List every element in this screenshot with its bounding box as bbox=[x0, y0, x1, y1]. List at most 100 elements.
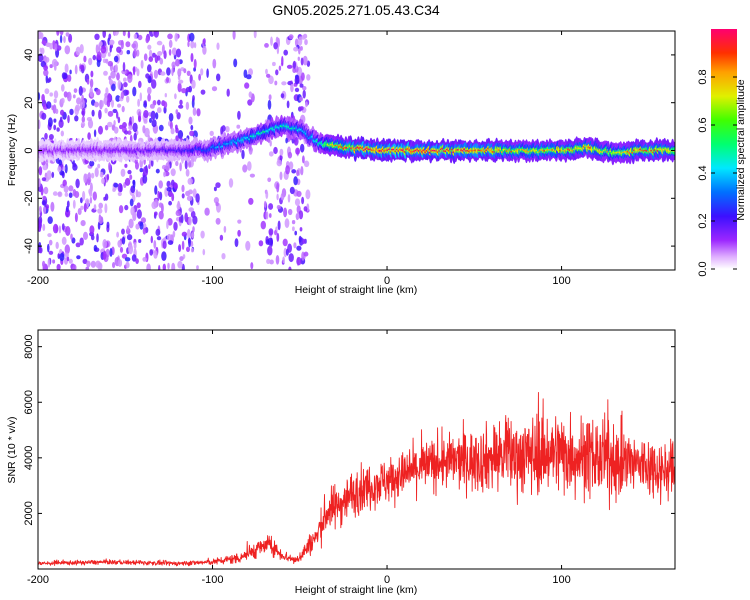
spectrogram-cell bbox=[260, 220, 266, 230]
spectrogram-cell bbox=[160, 71, 166, 76]
spectrogram-cell bbox=[175, 109, 179, 115]
spectrogram-cell bbox=[48, 134, 54, 140]
spectrogram-cell bbox=[305, 101, 308, 108]
spectrogram-cell bbox=[64, 244, 71, 255]
snr-y-axis-label: SNR (10 * v/v) bbox=[6, 416, 18, 483]
spectrogram-cell bbox=[164, 93, 167, 98]
spectrogram-cell bbox=[64, 252, 69, 258]
spectrogram-cell bbox=[215, 182, 221, 189]
spectrogram-cell bbox=[302, 86, 307, 91]
spectrogram-cell bbox=[103, 196, 107, 201]
spectrogram-cell bbox=[293, 242, 297, 249]
spectrogram-cell bbox=[109, 39, 115, 46]
spectrogram-cell bbox=[212, 58, 217, 69]
spectrogram-cell bbox=[133, 132, 137, 141]
spectrogram-cell bbox=[136, 191, 142, 198]
spectrogram-cell bbox=[154, 185, 158, 195]
spectrogram-cell bbox=[53, 124, 57, 131]
spectrogram-cell bbox=[61, 72, 67, 80]
spectrogram-cell bbox=[215, 202, 219, 207]
spectrogram-cell bbox=[293, 176, 298, 186]
spectrogram-cell bbox=[166, 67, 171, 76]
spectrogram-cell bbox=[273, 42, 278, 50]
spectrogram-cell bbox=[43, 206, 47, 215]
spectrogram-cell bbox=[181, 240, 185, 250]
spectrogram-cell bbox=[190, 40, 195, 49]
spectrogram-cell bbox=[69, 69, 72, 75]
colorbar-tick-label: 0.0 bbox=[697, 261, 709, 276]
spectrogram-cell bbox=[43, 65, 48, 71]
y-tick-label: 2000 bbox=[23, 501, 35, 525]
spectrogram-cell bbox=[93, 129, 97, 138]
spectrogram-cell bbox=[151, 79, 157, 89]
spectrogram-cell bbox=[285, 165, 290, 175]
spectrogram-cell bbox=[156, 40, 163, 46]
spectrogram-cell bbox=[65, 32, 70, 37]
spectrogram-cell bbox=[59, 116, 63, 123]
spectrogram-cell bbox=[137, 98, 141, 107]
spectrogram-cell bbox=[113, 126, 119, 134]
spectrogram-cell bbox=[79, 237, 84, 246]
spectrogram-cell bbox=[65, 209, 71, 218]
spectrogram-cell bbox=[168, 113, 174, 122]
spectrogram-cell bbox=[276, 193, 279, 201]
spectrogram-cell bbox=[167, 240, 174, 246]
spectrogram-cell bbox=[101, 100, 104, 108]
spectrogram-cell bbox=[221, 125, 226, 132]
spectrogram-cell bbox=[170, 127, 175, 135]
spectrogram-cell bbox=[124, 257, 131, 262]
spectrogram-cell bbox=[74, 212, 78, 223]
spectrogram-cell bbox=[80, 220, 86, 227]
spectrogram-cell bbox=[129, 116, 133, 125]
spectrogram-cell bbox=[296, 190, 302, 197]
spectrogram-cell bbox=[95, 88, 101, 96]
spectrogram-cell bbox=[38, 53, 44, 63]
x-tick-label: -200 bbox=[27, 275, 49, 287]
spectrogram-cell bbox=[125, 261, 130, 269]
spectrogram-cell bbox=[215, 217, 221, 225]
spectrogram-cell bbox=[272, 61, 276, 67]
spectrogram-cell bbox=[274, 80, 278, 86]
spectrogram-cell bbox=[38, 92, 41, 101]
spectrogram-cell bbox=[198, 73, 202, 81]
spectrogram-cell bbox=[192, 107, 197, 116]
spectrogram-cell bbox=[113, 31, 119, 36]
spectrogram-cell bbox=[267, 245, 273, 256]
spectrogram-cell bbox=[158, 202, 163, 208]
spectrogram-cell bbox=[77, 208, 82, 215]
spectrogram-cell bbox=[38, 119, 41, 130]
spectrogram-cell bbox=[63, 35, 66, 44]
spectrogram-cell bbox=[118, 205, 124, 214]
spectrogram-cell bbox=[89, 196, 93, 204]
spectrogram-cell bbox=[121, 253, 128, 259]
spectrogram-cell bbox=[177, 82, 182, 93]
spectrogram-x-ticks: -200 -100 0 100 bbox=[27, 31, 571, 287]
spectrogram-cell bbox=[117, 259, 123, 267]
spectrogram-cell bbox=[263, 200, 267, 208]
spectrogram-cell bbox=[175, 210, 181, 217]
spectrogram-cell bbox=[288, 208, 293, 216]
spectrogram-cell bbox=[177, 68, 182, 77]
spectrogram-cell bbox=[168, 191, 173, 197]
spectrogram-cell bbox=[41, 40, 47, 45]
spectrogram-cell bbox=[122, 122, 127, 128]
spectrogram-cell bbox=[163, 171, 167, 178]
spectrogram-cell bbox=[72, 94, 76, 99]
spectrogram-cell bbox=[140, 217, 146, 224]
spectrogram-cell bbox=[83, 55, 87, 63]
spectrogram-cell bbox=[112, 187, 116, 192]
spectrogram-cell bbox=[162, 263, 166, 270]
x-tick-label: -100 bbox=[202, 275, 224, 287]
spectrogram-cell bbox=[116, 72, 120, 81]
spectrogram-cell bbox=[47, 243, 50, 253]
spectrogram-cell bbox=[289, 186, 295, 195]
colorbar-tick-label: 0.2 bbox=[697, 213, 709, 228]
spectrogram-cell bbox=[52, 191, 58, 196]
spectrogram-cell bbox=[67, 74, 72, 82]
spectrogram-cell bbox=[171, 61, 176, 69]
spectrogram-cell bbox=[298, 235, 302, 243]
spectrogram-cell bbox=[68, 258, 73, 264]
spectrogram-cell bbox=[51, 171, 55, 178]
spectrogram-cell bbox=[128, 218, 134, 229]
spectrogram-cell bbox=[150, 235, 153, 244]
